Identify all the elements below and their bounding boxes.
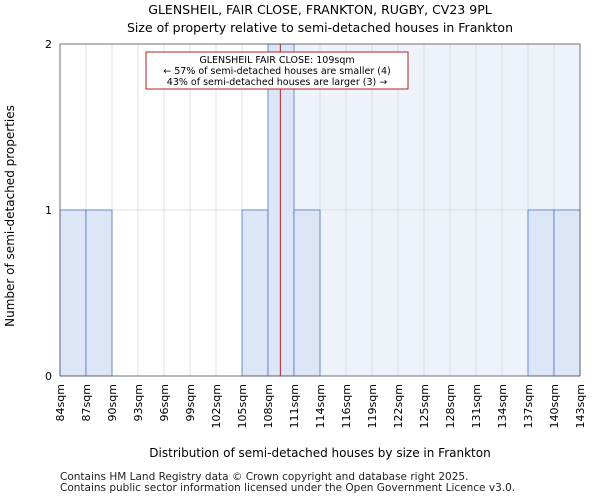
annotation-border (145, 51, 409, 90)
x-tick-label: 87sqm (80, 384, 93, 421)
x-tick-label: 84sqm (54, 384, 67, 421)
x-tick-label: 122sqm (392, 384, 405, 428)
x-tick-label: 93sqm (132, 384, 145, 421)
chart-subtitle: Size of property relative to semi-detach… (127, 20, 513, 35)
x-tick-label: 111sqm (288, 384, 301, 428)
x-tick-label: 119sqm (366, 384, 379, 428)
footer-line-1: Contains HM Land Registry data © Crown c… (60, 471, 469, 483)
plot-frame (59, 43, 581, 377)
y-axis-label: Number of semi-detached properties (3, 105, 17, 327)
x-axis-label: Distribution of semi-detached houses by … (149, 446, 490, 460)
chart-title: GLENSHEIL, FAIR CLOSE, FRANKTON, RUGBY, … (148, 2, 491, 17)
plot-area: 0 1 2 84sqm 87sqm 90sqm 93sqm 96sqm 99sqm 102sqm 1… (45, 38, 587, 428)
y-tick-label: 1 (45, 204, 52, 217)
bar (85, 209, 113, 377)
annotation-line-2: ← 57% of semi-detached houses are smalle… (163, 66, 391, 77)
x-tick-label: 108sqm (262, 384, 275, 428)
x-tick-label: 137sqm (522, 384, 535, 428)
x-tick-label: 131sqm (470, 384, 483, 428)
annotation-line-3: 43% of semi-detached houses are larger (… (167, 77, 387, 88)
x-tick-label: 134sqm (496, 384, 509, 428)
x-tick-label: 125sqm (418, 384, 431, 428)
footer-line-2: Contains public sector information licen… (60, 482, 516, 494)
x-tick-label: 116sqm (340, 384, 353, 428)
bar (553, 209, 581, 377)
y-tick-label: 0 (45, 370, 52, 383)
y-tick-label: 2 (45, 38, 52, 51)
x-tick-label: 140sqm (548, 384, 561, 428)
bar (241, 209, 269, 377)
x-tick-label: 114sqm (314, 384, 327, 428)
bar (267, 43, 295, 377)
annotation-box: GLENSHEIL FAIR CLOSE: 109sqm ← 57% of se… (145, 51, 409, 90)
bar (293, 209, 321, 377)
x-tick-label: 105sqm (236, 384, 249, 428)
annotation-line-1: GLENSHEIL FAIR CLOSE: 109sqm (199, 55, 354, 66)
x-tick-label: 90sqm (106, 384, 119, 421)
x-tick-label: 128sqm (444, 384, 457, 428)
x-tick-label: 99sqm (184, 384, 197, 421)
bar (59, 209, 87, 377)
bar (527, 209, 555, 377)
x-tick-label: 143sqm (574, 384, 587, 428)
footer: Contains HM Land Registry data © Crown c… (60, 472, 515, 494)
x-tick-label: 102sqm (210, 384, 223, 428)
x-tick-label: 96sqm (158, 384, 171, 421)
